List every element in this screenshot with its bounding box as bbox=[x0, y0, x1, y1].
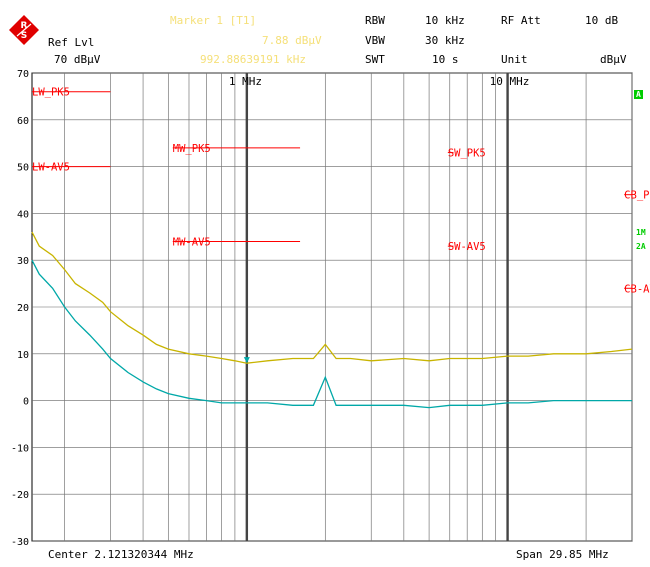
vbw-label: VBW bbox=[365, 34, 385, 47]
limit-line-label: LW_PK5 bbox=[32, 87, 70, 99]
y-tick-label: 50 bbox=[17, 163, 29, 174]
limit-line-label: CB_PK5 bbox=[624, 190, 650, 202]
limit-line-label: CB-AV5 bbox=[624, 283, 650, 295]
rbw-value: 10 kHz bbox=[425, 14, 465, 27]
y-tick-label: 60 bbox=[17, 116, 29, 127]
ref-lvl-value: 70 dBµV bbox=[54, 53, 101, 66]
swt-value: 10 s bbox=[432, 53, 459, 66]
svg-text:R: R bbox=[21, 21, 28, 31]
center-frequency: Center 2.121320344 MHz bbox=[48, 548, 194, 561]
y-tick-label: -30 bbox=[11, 537, 29, 548]
rf-att-value: 10 dB bbox=[585, 14, 619, 27]
limit-line-label: SW_PK5 bbox=[448, 148, 486, 160]
y-tick-label: 0 bbox=[23, 397, 29, 408]
y-tick-label: 70 bbox=[17, 69, 29, 80]
y-tick-label: -10 bbox=[11, 443, 29, 454]
marker-level: 7.88 dBµV bbox=[262, 34, 322, 47]
marker-label: Marker 1 [T1] bbox=[170, 14, 257, 27]
side-label-a: A bbox=[634, 90, 643, 99]
marker-1-icon bbox=[243, 357, 250, 364]
x-tick-label: 10 MHz bbox=[490, 75, 530, 88]
swt-label: SWT bbox=[365, 53, 385, 66]
vbw-value: 30 kHz bbox=[425, 34, 465, 47]
axis-labels: 70 60 50 40 30 20 10 0 -10 -20 -30 1 MHz 10 MHz bbox=[11, 69, 529, 548]
span-frequency: Span 29.85 MHz bbox=[516, 548, 609, 561]
average-trace bbox=[31, 259, 632, 409]
peak-trace bbox=[31, 231, 633, 364]
y-tick-label: 30 bbox=[17, 256, 29, 267]
limit-line-label: SW-AV5 bbox=[448, 241, 486, 253]
limit-line-label: MW-AV5 bbox=[173, 236, 211, 248]
side-label-1m: 1M bbox=[636, 228, 646, 237]
svg-text:S: S bbox=[21, 31, 27, 41]
rohde-schwarz-logo-icon: R S bbox=[9, 15, 39, 45]
y-tick-label: 40 bbox=[17, 209, 29, 220]
traces bbox=[31, 231, 633, 409]
rf-att-label: RF Att bbox=[501, 14, 541, 27]
x-tick-label: 1 MHz bbox=[229, 75, 262, 88]
y-tick-label: 20 bbox=[17, 303, 29, 314]
y-tick-label: -20 bbox=[11, 490, 29, 501]
unit-value: dBµV bbox=[600, 53, 627, 66]
limit-line-label: MW_PK5 bbox=[173, 143, 211, 155]
limit-line-label: LW-AV5 bbox=[32, 162, 70, 174]
unit-label: Unit bbox=[501, 53, 528, 66]
marker-frequency: 992.88639191 kHz bbox=[200, 53, 306, 66]
limit-lines: LW_PK5 LW-AV5 MW_PK5 MW-AV5 SW_PK5 SW-AV5 CB_P… bbox=[32, 87, 650, 295]
y-tick-label: 10 bbox=[17, 350, 29, 361]
ref-lvl-label: Ref Lvl bbox=[48, 36, 95, 49]
plot-grid bbox=[31, 72, 633, 542]
rbw-label: RBW bbox=[365, 14, 385, 27]
side-label-2a: 2A bbox=[636, 242, 646, 251]
